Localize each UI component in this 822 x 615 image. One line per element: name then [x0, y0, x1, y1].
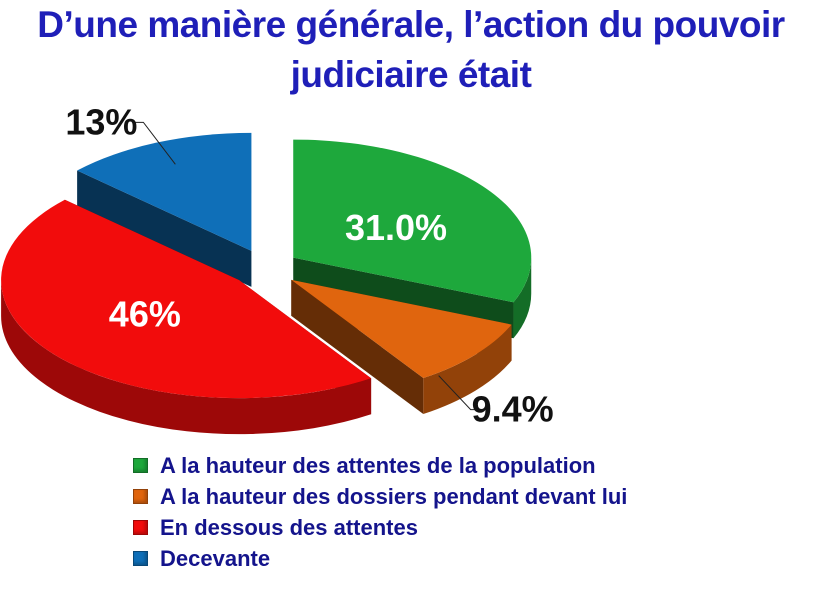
slice-outer-wall: [513, 257, 532, 339]
legend-label: A la hauteur des dossiers pendant devant…: [160, 483, 628, 509]
slice-outer-wall: [1, 280, 372, 435]
legend-item: A la hauteur des dossiers pendant devant…: [133, 481, 627, 512]
legend-swatch: [133, 551, 148, 566]
legend-label: A la hauteur des attentes de la populati…: [160, 452, 596, 478]
slice-top-face: [77, 132, 252, 251]
slice-side-wall: [291, 279, 424, 415]
legend-item: En dessous des attentes: [133, 512, 627, 543]
legend-swatch: [133, 520, 148, 535]
leader-line: [135, 121, 176, 165]
leader-line: [438, 375, 479, 411]
chart-legend: A la hauteur des attentes de la populati…: [133, 450, 627, 574]
legend-item: A la hauteur des attentes de la populati…: [133, 450, 627, 481]
chart-title: D’une manière générale, l’action du pouv…: [37, 4, 785, 95]
slice-top-face: [1, 199, 372, 399]
slice-side-wall: [77, 170, 252, 287]
legend-label: En dessous des attentes: [160, 514, 418, 540]
data-label: 13%: [65, 101, 137, 142]
pie-slice: [291, 279, 512, 415]
legend-swatch: [133, 489, 148, 504]
legend-item: Decevante: [133, 543, 627, 574]
data-label: 31.0%: [345, 207, 447, 248]
legend-label: Decevante: [160, 545, 271, 571]
pie-slice: [77, 132, 252, 287]
pie-slice: [1, 199, 372, 435]
data-label: 46%: [109, 294, 181, 335]
legend-swatch: [133, 458, 148, 473]
data-label: 9.4%: [472, 389, 554, 430]
slice-top-face: [293, 139, 532, 303]
slice-outer-wall: [423, 324, 512, 415]
slice-top-face: [291, 279, 512, 379]
